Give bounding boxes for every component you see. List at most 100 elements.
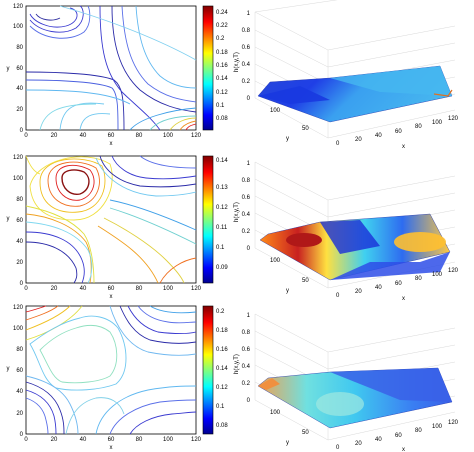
svg-text:0: 0 — [247, 96, 251, 102]
svg-text:100: 100 — [13, 24, 24, 30]
svg-text:40: 40 — [16, 86, 23, 92]
svg-text:0.12: 0.12 — [216, 205, 228, 211]
contour-panel-3: 0 20 40 60 80 100 120 0 20 40 60 80 100 120 x y 0.2 … — [7, 305, 229, 451]
svg-text:100: 100 — [270, 108, 281, 114]
x-axis-label: x — [402, 447, 405, 452]
surface-panel-1: 0 0.2 0.4 0.6 0.8 1 0 20 40 60 80 100 120 50 10… — [234, 0, 459, 150]
svg-text:0.12: 0.12 — [216, 385, 228, 391]
svg-text:20: 20 — [16, 411, 23, 417]
svg-text:40: 40 — [375, 285, 382, 291]
svg-text:0.8: 0.8 — [242, 330, 251, 336]
svg-text:50: 50 — [302, 278, 309, 284]
z-axis-label: h(x,y,T) — [234, 52, 240, 72]
svg-text:0.18: 0.18 — [216, 50, 228, 56]
svg-text:40: 40 — [80, 286, 87, 292]
colorbar-ticks: 0.24 0.22 0.2 0.18 0.16 0.14 0.12 0.1 0.… — [216, 10, 228, 122]
svg-text:0: 0 — [24, 133, 28, 139]
svg-text:1: 1 — [247, 313, 251, 319]
svg-text:0.24: 0.24 — [216, 10, 228, 16]
svg-text:120: 120 — [448, 268, 459, 274]
svg-text:0.14: 0.14 — [216, 366, 228, 372]
svg-text:0.6: 0.6 — [242, 195, 251, 201]
svg-text:0: 0 — [20, 128, 24, 134]
svg-text:0.4: 0.4 — [242, 212, 251, 218]
svg-text:0.11: 0.11 — [216, 225, 228, 231]
x-axis-label: x — [402, 296, 405, 302]
svg-text:0.2: 0.2 — [216, 36, 225, 42]
svg-text:60: 60 — [16, 66, 23, 72]
svg-text:20: 20 — [51, 133, 58, 139]
svg-text:60: 60 — [395, 129, 402, 135]
colorbar-ticks: 0.14 0.13 0.12 0.11 0.1 0.09 — [216, 158, 228, 271]
svg-text:60: 60 — [395, 281, 402, 287]
y-axis-label: y — [7, 216, 10, 222]
svg-text:40: 40 — [16, 239, 23, 245]
svg-text:0.08: 0.08 — [216, 423, 228, 429]
svg-text:0: 0 — [20, 432, 24, 438]
svg-text:60: 60 — [16, 368, 23, 374]
svg-text:50: 50 — [302, 430, 309, 436]
svg-text:80: 80 — [136, 437, 143, 443]
svg-text:120: 120 — [191, 286, 202, 292]
svg-text:100: 100 — [163, 133, 174, 139]
svg-text:80: 80 — [16, 45, 23, 51]
z-axis-label: h(x,y,T) — [234, 354, 240, 374]
svg-text:0.1: 0.1 — [216, 103, 225, 109]
svg-text:20: 20 — [16, 260, 23, 266]
contour-axis-ticks: 0 20 40 60 80 100 120 0 20 40 60 80 100 120 — [13, 305, 202, 443]
svg-text:40: 40 — [375, 437, 382, 443]
svg-text:1: 1 — [247, 11, 251, 17]
surface-ticks: 0 0.2 0.4 0.6 0.8 1 0 20 40 60 80 100 120 50 10… — [242, 161, 459, 299]
svg-text:100: 100 — [13, 326, 24, 332]
svg-text:80: 80 — [16, 347, 23, 353]
z-axis-label: h(x,y,T) — [234, 202, 240, 222]
colorbar — [202, 5, 214, 131]
svg-text:0.8: 0.8 — [242, 178, 251, 184]
svg-text:20: 20 — [355, 441, 362, 447]
svg-text:0.14: 0.14 — [216, 158, 228, 164]
colorbar-ticks: 0.2 0.18 0.16 0.14 0.12 0.1 0.08 — [216, 309, 228, 429]
svg-text:0.16: 0.16 — [216, 347, 228, 353]
x-axis-label: x — [402, 144, 405, 150]
svg-text:0.4: 0.4 — [242, 364, 251, 370]
svg-text:0: 0 — [247, 246, 251, 252]
svg-text:120: 120 — [13, 305, 24, 311]
y-axis-label: y — [286, 440, 289, 446]
y-axis-label: y — [7, 366, 10, 372]
svg-text:60: 60 — [395, 433, 402, 439]
svg-text:80: 80 — [415, 276, 422, 282]
svg-text:0: 0 — [336, 141, 340, 147]
svg-text:100: 100 — [270, 258, 281, 264]
svg-text:120: 120 — [13, 155, 24, 161]
svg-text:40: 40 — [80, 437, 87, 443]
svg-text:20: 20 — [355, 137, 362, 143]
svg-text:100: 100 — [432, 120, 443, 126]
svg-text:100: 100 — [432, 424, 443, 430]
svg-text:60: 60 — [108, 286, 115, 292]
svg-text:20: 20 — [16, 107, 23, 113]
svg-text:100: 100 — [163, 437, 174, 443]
contour-lines — [25, 5, 197, 131]
svg-text:0.18: 0.18 — [216, 328, 228, 334]
svg-text:40: 40 — [80, 133, 87, 139]
svg-text:0.1: 0.1 — [216, 404, 225, 410]
svg-text:20: 20 — [51, 437, 58, 443]
contour-axis-ticks: 0 20 40 60 80 100 120 0 20 40 60 80 100 120 — [13, 4, 202, 139]
svg-text:120: 120 — [448, 116, 459, 122]
x-axis-label: x — [110, 294, 113, 300]
svg-text:0.8: 0.8 — [242, 28, 251, 34]
y-axis-label: y — [286, 288, 289, 294]
svg-text:80: 80 — [136, 286, 143, 292]
colorbar — [202, 305, 214, 435]
svg-text:0.2: 0.2 — [242, 79, 251, 85]
svg-text:120: 120 — [191, 437, 202, 443]
svg-text:0.4: 0.4 — [242, 62, 251, 68]
svg-text:80: 80 — [16, 197, 23, 203]
svg-text:0.6: 0.6 — [242, 45, 251, 51]
svg-text:0.16: 0.16 — [216, 63, 228, 69]
svg-text:20: 20 — [51, 286, 58, 292]
svg-text:120: 120 — [191, 133, 202, 139]
svg-text:80: 80 — [415, 428, 422, 434]
y-axis-label: y — [7, 66, 10, 72]
contour-lines — [25, 305, 197, 435]
